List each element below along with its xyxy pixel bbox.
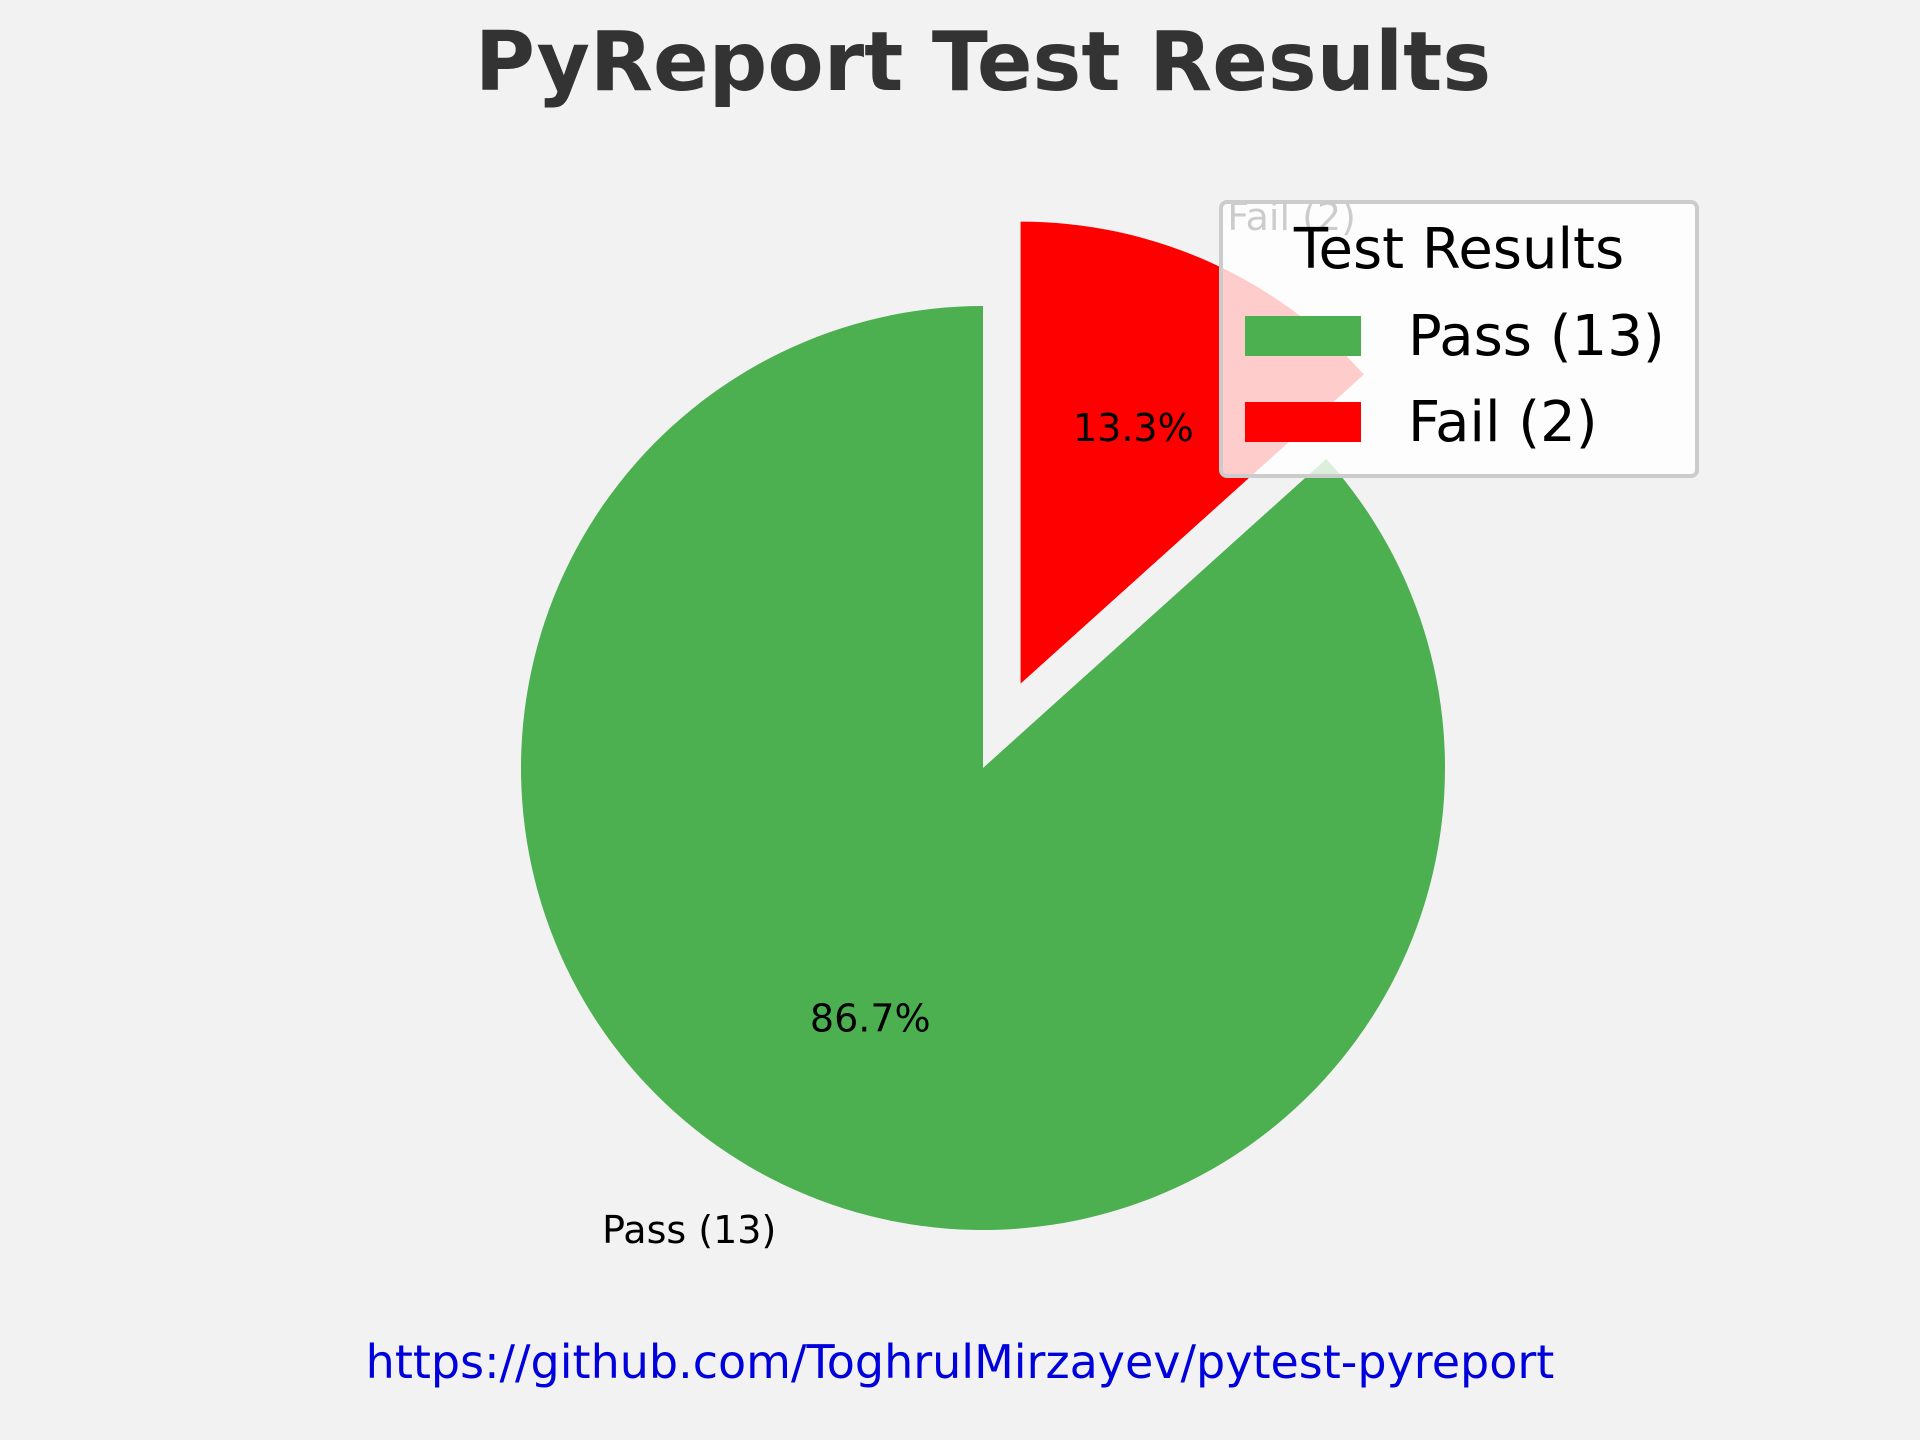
- slice-label-pass: Pass (13): [602, 1208, 776, 1252]
- legend-label-fail: Fail (2): [1408, 390, 1598, 455]
- percent-label-fail: 13.3%: [1073, 406, 1194, 450]
- legend-swatch-pass: [1245, 316, 1361, 356]
- legend-swatch-fail: [1245, 402, 1361, 442]
- chart-title: PyReport Test Results: [475, 15, 1491, 110]
- pie-percent-labels: 86.7% 13.3%: [810, 406, 1194, 1041]
- pie-slice-pass: [520, 306, 1445, 1230]
- legend-title: Test Results: [1293, 217, 1624, 282]
- legend-label-pass: Pass (13): [1408, 304, 1665, 369]
- repo-link[interactable]: https://github.com/ToghrulMirzayev/pytes…: [365, 1335, 1555, 1389]
- legend: Test Results Pass (13) Fail (2): [1219, 200, 1699, 478]
- percent-label-pass: 86.7%: [810, 997, 931, 1041]
